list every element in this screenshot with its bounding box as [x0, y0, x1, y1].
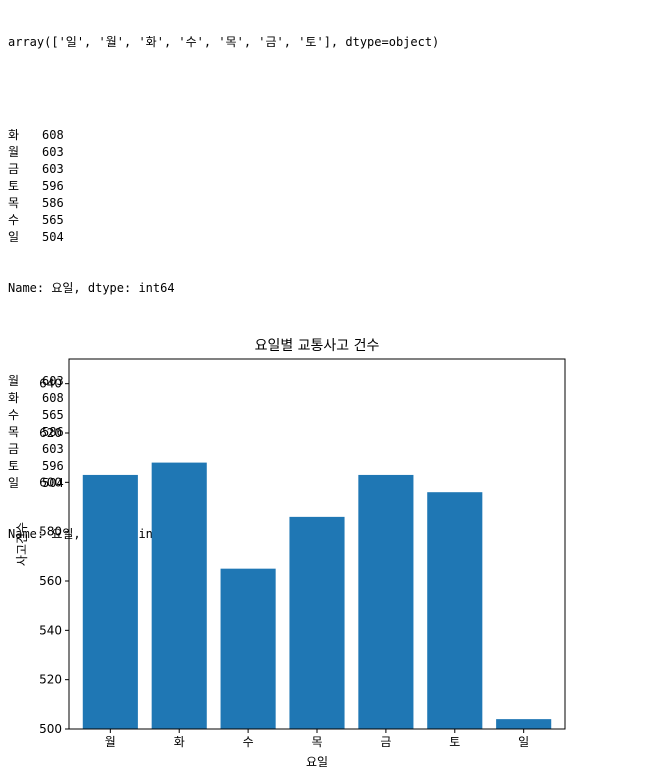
series-index: 금	[8, 162, 20, 176]
series-value: 596	[42, 459, 64, 473]
reindexed-block: 월 603 화 608 수 565 목 586 금 603 토 596 일 504	[8, 373, 439, 492]
series-value: 603	[42, 162, 64, 176]
series-index: 수	[8, 213, 20, 227]
series-row: 월 603	[8, 373, 439, 390]
series-row: 화 608	[8, 390, 439, 407]
chart-title: 요일별 교통사고 건수	[255, 338, 380, 354]
y-tick-label: 560	[39, 574, 62, 588]
series-index: 월	[8, 374, 20, 388]
series-value: 586	[42, 425, 64, 439]
y-tick-label: 500	[39, 722, 62, 736]
x-tick-label: 화	[174, 735, 185, 749]
series-row: 목 586	[8, 424, 439, 441]
bar	[220, 568, 276, 729]
series-value: 596	[42, 179, 64, 193]
y-tick-label: 620	[39, 426, 62, 440]
x-tick-label: 월	[105, 735, 116, 749]
series-row: 일 504	[8, 229, 439, 246]
series-index: 금	[8, 442, 20, 456]
series-value: 603	[42, 374, 64, 388]
x-tick-label: 토	[449, 735, 460, 749]
series-row: 금 603	[8, 441, 439, 458]
bar	[151, 462, 207, 729]
y-tick-label: 580	[39, 525, 62, 539]
x-tick-label: 일	[518, 735, 529, 749]
series-index: 토	[8, 459, 20, 473]
y-tick-label: 540	[39, 623, 62, 637]
y-tick-label: 520	[39, 673, 62, 687]
x-axis-label: 요일	[306, 755, 328, 769]
series-row: 수 565	[8, 212, 439, 229]
series-value: 603	[42, 145, 64, 159]
series-row: 토 596	[8, 458, 439, 475]
series-index: 일	[8, 230, 20, 244]
array-line: array(['일', '월', '화', '수', '목', '금', '토'…	[8, 35, 440, 49]
y-axis-label: 사고건수	[15, 522, 29, 566]
x-tick-label: 목	[311, 735, 322, 749]
series-index: 월	[8, 145, 20, 159]
series-row: 토 596	[8, 178, 439, 195]
bar	[427, 492, 483, 729]
value-counts-block: 화 608 월 603 금 603 토 596 목 586 수 565 일 504	[8, 127, 439, 246]
series-row: 월 603	[8, 144, 439, 161]
series-value: 565	[42, 408, 64, 422]
bar	[358, 474, 414, 729]
series-row: 화 608	[8, 127, 439, 144]
series-value: 565	[42, 213, 64, 227]
series-row: 금 603	[8, 161, 439, 178]
bar	[82, 474, 138, 729]
bar-chart: 요일별 교통사고 건수 500 520 540 560 580 600 620 640 월 화 수…	[15, 338, 566, 769]
series-value: 504	[42, 476, 64, 490]
series-value: 586	[42, 196, 64, 210]
bar	[496, 719, 552, 729]
series-index: 수	[8, 408, 20, 422]
bar	[289, 516, 345, 729]
x-tick-label: 수	[243, 735, 254, 749]
y-tick-label: 600	[39, 475, 62, 489]
series-value: 504	[42, 230, 64, 244]
bars	[82, 462, 552, 729]
y-axis: 500 520 540 560 580 600 620 640	[39, 377, 69, 736]
series-index: 토	[8, 179, 20, 193]
series-value: 608	[42, 128, 64, 142]
series-row: 일 504	[8, 475, 439, 492]
series-index: 화	[8, 391, 20, 405]
y-tick-label: 640	[39, 377, 62, 391]
series-value: 603	[42, 442, 64, 456]
series-index: 화	[8, 128, 20, 142]
x-tick-label: 금	[380, 735, 391, 749]
series-index: 일	[8, 476, 20, 490]
series-row: 목 586	[8, 195, 439, 212]
series-row: 수 565	[8, 407, 439, 424]
series-index: 목	[8, 425, 20, 439]
series-footer: Name: 요일, dtype: int64	[8, 281, 175, 295]
console-output: array(['일', '월', '화', '수', '목', '금', '토'…	[8, 0, 439, 560]
series-index: 목	[8, 196, 20, 210]
series-value: 608	[42, 391, 64, 405]
